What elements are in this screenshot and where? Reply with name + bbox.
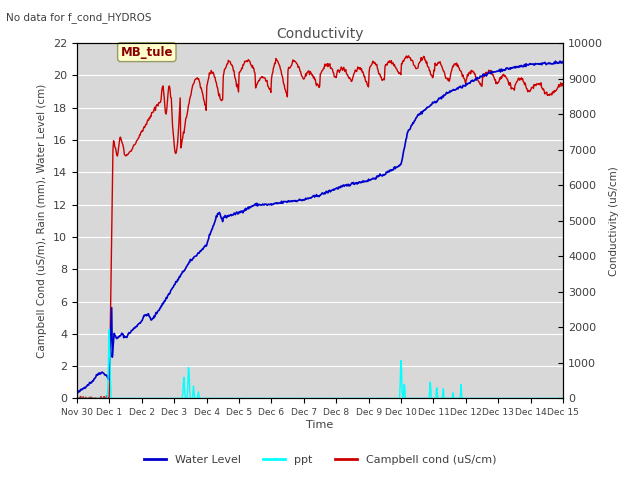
- Title: Conductivity: Conductivity: [276, 27, 364, 41]
- Y-axis label: Campbell Cond (uS/m), Rain (mm), Water Level (cm): Campbell Cond (uS/m), Rain (mm), Water L…: [37, 84, 47, 358]
- X-axis label: Time: Time: [307, 420, 333, 430]
- Text: MB_tule: MB_tule: [120, 46, 173, 59]
- Text: No data for f_cond_HYDROS: No data for f_cond_HYDROS: [6, 12, 152, 23]
- Legend: Water Level, ppt, Campbell cond (uS/cm): Water Level, ppt, Campbell cond (uS/cm): [140, 451, 500, 469]
- Y-axis label: Conductivity (uS/cm): Conductivity (uS/cm): [609, 166, 619, 276]
